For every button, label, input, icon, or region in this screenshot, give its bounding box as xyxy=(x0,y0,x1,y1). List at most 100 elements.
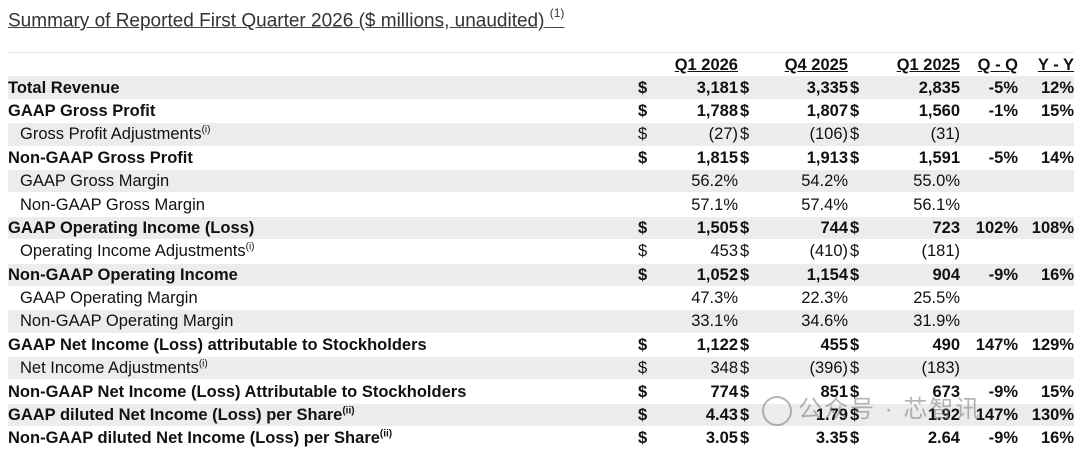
value-cell: 57.4% xyxy=(760,192,848,217)
title-footnote-marker: (1) xyxy=(549,6,565,20)
currency-symbol: $ xyxy=(848,379,870,404)
currency-symbol: $ xyxy=(848,263,870,287)
currency-symbol: $ xyxy=(738,216,760,241)
value-cell: 4.43 xyxy=(658,403,738,428)
value-cell: 31.9% xyxy=(870,309,960,334)
currency-symbol: $ xyxy=(636,76,658,100)
currency-symbol: $ xyxy=(848,239,870,264)
qq-change-cell: -9% xyxy=(960,426,1018,451)
yy-change-cell: 129% xyxy=(1018,333,1074,358)
currency-symbol: $ xyxy=(738,333,760,358)
value-cell: 673 xyxy=(870,379,960,404)
yy-change-cell: 15% xyxy=(1018,379,1074,404)
value-cell: 25.5% xyxy=(870,286,960,311)
value-cell: (106) xyxy=(760,122,848,147)
yy-change-cell xyxy=(1018,122,1074,147)
value-cell: 57.1% xyxy=(658,192,738,217)
currency-symbol: $ xyxy=(636,379,658,404)
currency-symbol: $ xyxy=(738,76,760,100)
row-label: GAAP Net Income (Loss) attributable to S… xyxy=(8,333,636,358)
value-cell: 1,788 xyxy=(658,99,738,124)
value-cell: (410) xyxy=(760,239,848,264)
qq-change-cell: -9% xyxy=(960,379,1018,404)
table-row: Net Income Adjustments(i) $348 $ (396) $ (183… xyxy=(8,356,1074,381)
table-row: GAAP Operating Margin 47.3% 22.3% 25.5% xyxy=(8,286,1074,311)
currency-symbol: $ xyxy=(636,426,658,451)
qq-change-cell: -5% xyxy=(960,146,1018,170)
currency-symbol: $ xyxy=(738,379,760,404)
value-cell: 348 xyxy=(658,356,738,381)
yy-change-cell xyxy=(1018,286,1074,311)
column-header: Q - Q xyxy=(977,56,1018,75)
currency-symbol: $ xyxy=(636,146,658,170)
table-title: Summary of Reported First Quarter 2026 (… xyxy=(8,6,565,32)
yy-change-cell: 14% xyxy=(1018,146,1074,170)
currency-symbol: $ xyxy=(738,146,760,170)
currency-symbol: $ xyxy=(848,99,870,124)
currency-symbol xyxy=(848,309,870,334)
value-cell: 1,052 xyxy=(658,263,738,287)
value-cell: 54.2% xyxy=(760,169,848,194)
row-label: Non-GAAP Net Income (Loss) Attributable … xyxy=(8,379,636,404)
row-label: Non-GAAP Gross Margin xyxy=(8,192,636,217)
value-cell: 1,591 xyxy=(870,146,960,170)
row-label: Non-GAAP Gross Profit xyxy=(8,146,636,170)
qq-change-cell xyxy=(960,239,1018,264)
currency-symbol: $ xyxy=(738,99,760,124)
currency-symbol xyxy=(738,309,760,334)
value-cell: 904 xyxy=(870,263,960,287)
currency-symbol xyxy=(848,286,870,311)
qq-change-cell: -1% xyxy=(960,99,1018,124)
currency-symbol: $ xyxy=(738,403,760,428)
currency-symbol xyxy=(636,286,658,311)
currency-symbol: $ xyxy=(848,122,870,147)
column-header: Y - Y xyxy=(1037,56,1074,75)
value-cell: 55.0% xyxy=(870,169,960,194)
table-row: GAAP Operating Income (Loss) $1,505 $744 $7… xyxy=(8,216,1074,241)
value-cell: 33.1% xyxy=(658,309,738,334)
yy-change-cell: 12% xyxy=(1018,76,1074,100)
currency-symbol: $ xyxy=(848,216,870,241)
value-cell: 455 xyxy=(760,333,848,358)
yy-change-cell: 16% xyxy=(1018,263,1074,287)
table-row: Total Revenue $3,181 $3,335 $2,835 -5% 12% xyxy=(8,76,1074,100)
row-label: GAAP Gross Margin xyxy=(8,169,636,194)
value-cell: 490 xyxy=(870,333,960,358)
qq-change-cell xyxy=(960,122,1018,147)
qq-change-cell: 147% xyxy=(960,403,1018,428)
qq-change-cell: -9% xyxy=(960,263,1018,287)
table-row: Gross Profit Adjustments(i) $ (27) $ (106) $(… xyxy=(8,122,1074,147)
currency-symbol: $ xyxy=(738,356,760,381)
row-label: GAAP Operating Margin xyxy=(8,286,636,311)
currency-symbol: $ xyxy=(636,333,658,358)
value-cell: 1,815 xyxy=(658,146,738,170)
currency-symbol xyxy=(636,169,658,194)
table-row: Non-GAAP Gross Margin 57.1% 57.4% 56.1% xyxy=(8,192,1074,217)
column-header: Q4 2025 xyxy=(784,56,848,75)
row-label: Non-GAAP Operating Income xyxy=(8,263,636,287)
value-cell: 453 xyxy=(658,239,738,264)
currency-symbol xyxy=(738,192,760,217)
currency-symbol: $ xyxy=(636,216,658,241)
currency-symbol xyxy=(738,286,760,311)
currency-symbol: $ xyxy=(636,239,658,264)
row-label: Total Revenue xyxy=(8,76,636,100)
value-cell: 47.3% xyxy=(658,286,738,311)
qq-change-cell: 147% xyxy=(960,333,1018,358)
value-cell: (183) xyxy=(870,356,960,381)
value-cell: 1,807 xyxy=(760,99,848,124)
qq-change-cell xyxy=(960,286,1018,311)
table-row: Non-GAAP Operating Margin 33.1% 34.6% 31.9% xyxy=(8,309,1074,334)
table-row: Non-GAAP Gross Profit $1,815 $1,913 $1,591-… xyxy=(8,146,1074,170)
value-cell: 56.2% xyxy=(658,169,738,194)
currency-symbol xyxy=(848,192,870,217)
row-label: Non-GAAP diluted Net Income (Loss) per S… xyxy=(8,426,636,451)
table-row: Non-GAAP diluted Net Income (Loss) per S… xyxy=(8,426,1074,451)
column-header: Q1 2026 xyxy=(674,56,738,75)
table-row: Operating Income Adjustments(i) $453 $ (410… xyxy=(8,239,1074,264)
financial-summary-table: Q1 2026 Q4 2025 Q1 2025 Q - Q Y - Y Tota… xyxy=(8,54,1074,451)
value-cell: (31) xyxy=(870,122,960,147)
yy-change-cell: 130% xyxy=(1018,403,1074,428)
value-cell: 3.35 xyxy=(760,426,848,451)
qq-change-cell xyxy=(960,192,1018,217)
